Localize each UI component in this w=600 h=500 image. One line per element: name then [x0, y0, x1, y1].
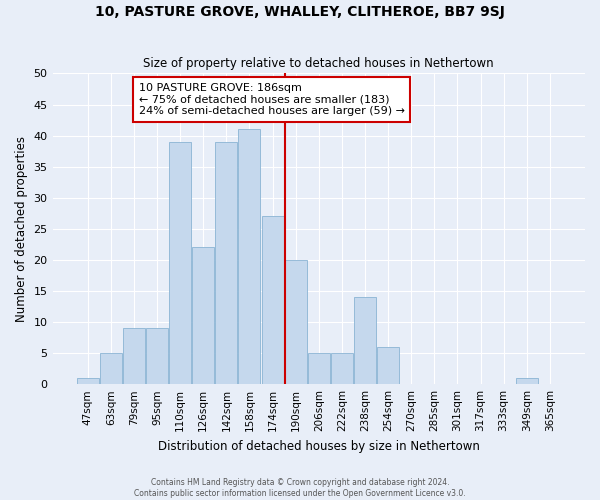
Text: 10, PASTURE GROVE, WHALLEY, CLITHEROE, BB7 9SJ: 10, PASTURE GROVE, WHALLEY, CLITHEROE, B…	[95, 5, 505, 19]
Bar	[77, 378, 98, 384]
Text: Contains HM Land Registry data © Crown copyright and database right 2024.
Contai: Contains HM Land Registry data © Crown c…	[134, 478, 466, 498]
Bar	[354, 297, 376, 384]
Bar	[146, 328, 168, 384]
Bar	[238, 130, 260, 384]
Bar	[169, 142, 191, 384]
Bar	[100, 353, 122, 384]
Title: Size of property relative to detached houses in Nethertown: Size of property relative to detached ho…	[143, 56, 494, 70]
Text: 10 PASTURE GROVE: 186sqm
← 75% of detached houses are smaller (183)
24% of semi-: 10 PASTURE GROVE: 186sqm ← 75% of detach…	[139, 83, 404, 116]
X-axis label: Distribution of detached houses by size in Nethertown: Distribution of detached houses by size …	[158, 440, 480, 452]
Bar	[215, 142, 238, 384]
Bar	[516, 378, 538, 384]
Bar	[377, 347, 399, 384]
Bar	[308, 353, 330, 384]
Bar	[192, 248, 214, 384]
Y-axis label: Number of detached properties: Number of detached properties	[15, 136, 28, 322]
Bar	[331, 353, 353, 384]
Bar	[262, 216, 284, 384]
Bar	[123, 328, 145, 384]
Bar	[284, 260, 307, 384]
